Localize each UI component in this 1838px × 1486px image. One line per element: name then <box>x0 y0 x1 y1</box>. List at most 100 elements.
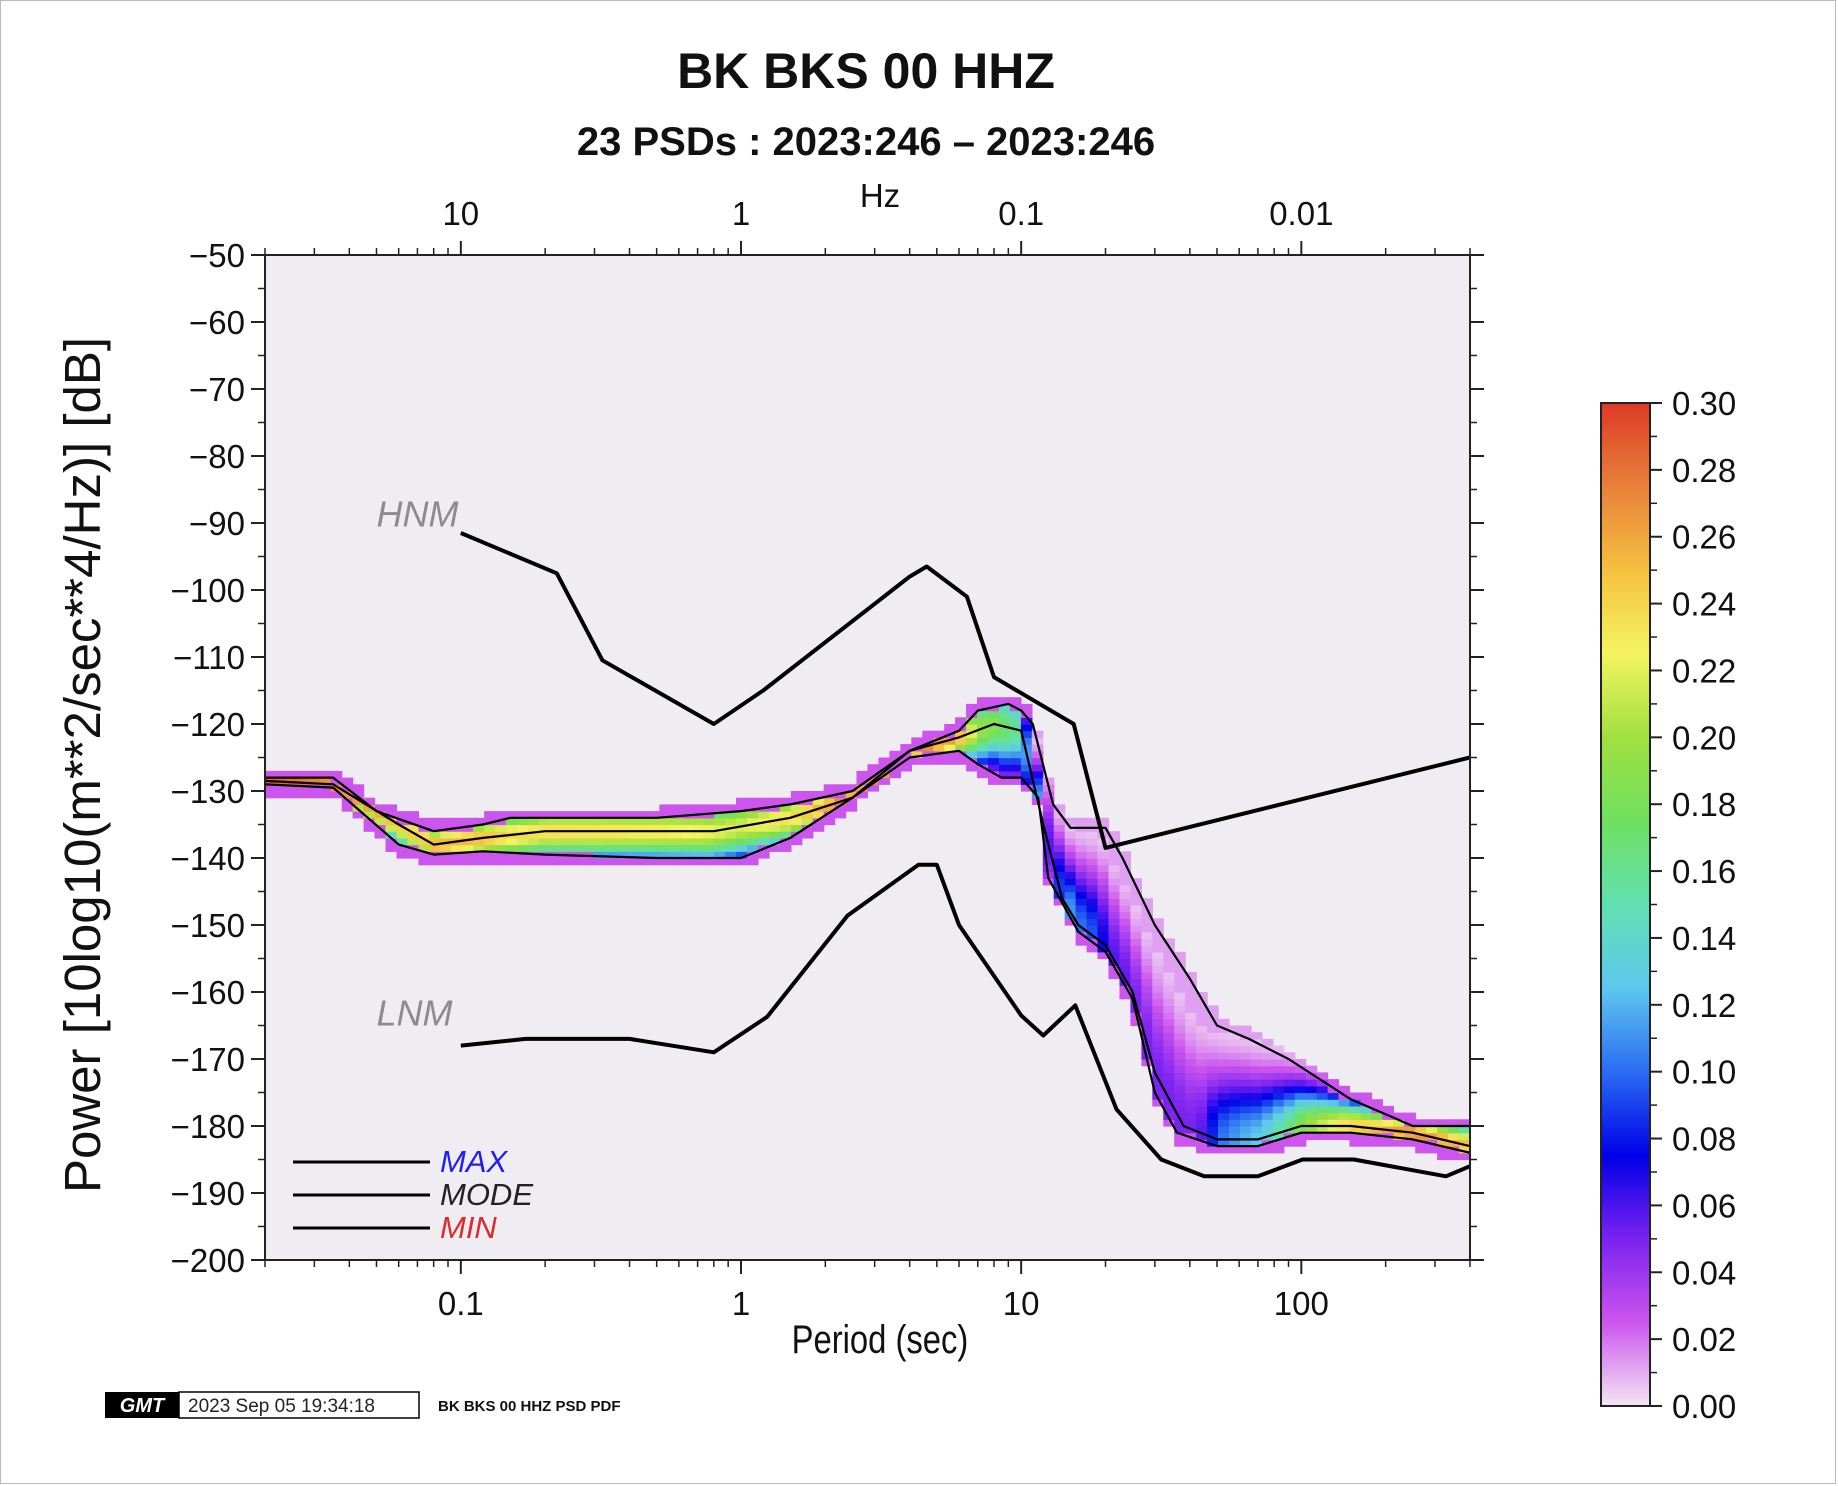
heatmap-cell <box>1196 1126 1208 1134</box>
heatmap-cell <box>823 791 836 799</box>
heatmap-cell <box>1031 764 1044 772</box>
heatmap-cell <box>768 811 781 819</box>
heatmap-cell <box>1075 844 1088 852</box>
heatmap-cell <box>703 804 715 812</box>
heatmap-cell <box>1283 1085 1296 1094</box>
heatmap-cell <box>1075 904 1088 913</box>
heatmap-cell <box>396 837 409 846</box>
heatmap-cell <box>648 851 660 859</box>
heatmap-cell <box>506 824 518 832</box>
heatmap-cell <box>922 737 934 745</box>
heatmap-cell <box>779 831 792 839</box>
heatmap-cell <box>1152 1052 1164 1060</box>
heatmap-cell <box>484 851 496 859</box>
heatmap-cell <box>856 791 869 799</box>
heatmap-cell <box>1338 1119 1351 1127</box>
heatmap-cell <box>1009 724 1022 732</box>
heatmap-cell <box>1283 1105 1296 1114</box>
heatmap-cell <box>999 757 1011 765</box>
heatmap-cell <box>352 797 365 805</box>
heatmap-cell <box>1119 965 1132 973</box>
heatmap-cell <box>484 824 496 832</box>
heatmap-cell <box>1185 1085 1197 1094</box>
heatmap-cell <box>1240 1092 1252 1100</box>
heatmap-cell <box>495 851 507 859</box>
heatmap-cell <box>1152 945 1164 953</box>
heatmap-cell <box>385 831 398 839</box>
heatmap-cell <box>944 737 956 745</box>
plot-caption: BK BKS 00 HHZ PSD PDF <box>438 1398 621 1415</box>
heatmap-cell <box>1053 837 1066 846</box>
heatmap-cell <box>1141 1018 1153 1027</box>
heatmap-cell <box>571 817 584 826</box>
heatmap-cell <box>845 797 858 805</box>
heatmap-cell <box>670 844 682 852</box>
y-tick-label: −170 <box>171 1041 245 1078</box>
heatmap-cell <box>1141 911 1153 919</box>
heatmap-cell <box>1305 1119 1318 1127</box>
heatmap-cell <box>1130 971 1142 980</box>
heatmap-cell <box>1042 797 1055 805</box>
heatmap-cell <box>758 824 770 832</box>
heatmap-cell <box>1393 1119 1405 1127</box>
heatmap-cell <box>1272 1059 1285 1067</box>
heatmap-cell <box>1108 858 1121 866</box>
heatmap-cell <box>1294 1139 1307 1147</box>
heatmap-cell <box>1031 791 1044 799</box>
heatmap-cell <box>1163 1012 1175 1020</box>
heatmap-cell <box>626 851 639 859</box>
heatmap-cell <box>1097 951 1110 960</box>
heatmap-cell <box>1119 911 1132 919</box>
heatmap-cell <box>1097 817 1110 826</box>
heatmap-cell <box>659 804 671 812</box>
heatmap-cell <box>1240 1119 1252 1127</box>
heatmap-cell <box>429 824 441 832</box>
heatmap-cell <box>308 784 321 792</box>
heatmap-cell <box>999 777 1011 785</box>
heatmap-cell <box>429 817 441 826</box>
heatmap-cell <box>1152 1018 1164 1027</box>
heatmap-cell <box>1327 1119 1340 1127</box>
mode-curve <box>265 722 1470 1148</box>
heatmap-cell <box>944 757 956 765</box>
heatmap-cell <box>484 858 496 866</box>
heatmap-cell <box>1185 1045 1197 1053</box>
heatmap-cell <box>385 824 398 832</box>
heatmap-cell <box>1075 858 1088 866</box>
heatmap-cell <box>966 710 978 718</box>
colorbar-tick-label: 0.08 <box>1672 1121 1736 1158</box>
heatmap-cell <box>1020 757 1033 765</box>
heatmap-cell <box>1327 1132 1340 1140</box>
heatmap-cell <box>714 804 726 812</box>
heatmap-cell <box>1437 1119 1449 1127</box>
heatmap-cell <box>889 750 901 759</box>
heatmap-cell <box>517 831 529 839</box>
heatmap-cell <box>418 858 430 866</box>
heatmap-cell <box>1130 891 1142 899</box>
heatmap-cell <box>1272 1065 1285 1073</box>
heatmap-cell <box>517 858 529 866</box>
heatmap-cell <box>517 811 529 819</box>
heatmap-cell <box>670 811 682 819</box>
heatmap-cell <box>1229 1059 1241 1067</box>
heatmap-cell <box>1360 1132 1373 1140</box>
heatmap-cell <box>977 730 989 738</box>
heatmap-cell <box>1360 1105 1373 1114</box>
heatmap-cell <box>495 837 507 846</box>
heatmap-cell <box>790 837 803 846</box>
y-tick-label: −110 <box>173 639 245 676</box>
footer: GMT 2023 Sep 05 19:34:18 BK BKS 00 HHZ P… <box>105 1391 621 1419</box>
heatmap-cell <box>1163 985 1175 993</box>
heatmap-cell <box>1163 1105 1175 1114</box>
heatmap-cell <box>1415 1119 1427 1127</box>
heatmap-cell <box>527 844 540 852</box>
heatmap-cell <box>1141 971 1153 980</box>
heatmap-cell <box>1185 1079 1197 1087</box>
heatmap-cell <box>527 837 540 846</box>
heatmap-cell <box>385 817 398 826</box>
heatmap-cell <box>593 837 606 846</box>
heatmap-cell <box>725 811 737 819</box>
heatmap-cell <box>495 817 507 826</box>
heatmap-cell <box>1459 1119 1470 1127</box>
heatmap-cell <box>747 804 759 812</box>
